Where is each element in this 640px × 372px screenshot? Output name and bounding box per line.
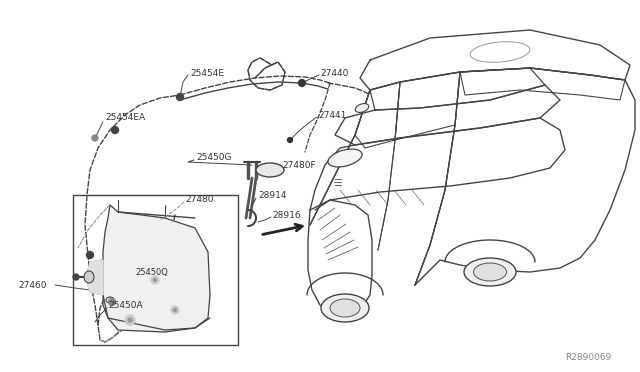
Circle shape xyxy=(154,279,157,282)
Circle shape xyxy=(92,135,98,141)
Text: 27480F: 27480F xyxy=(282,160,316,170)
Ellipse shape xyxy=(474,263,506,281)
Text: 25450Q: 25450Q xyxy=(135,267,168,276)
Ellipse shape xyxy=(84,271,94,283)
Text: 27440: 27440 xyxy=(320,68,348,77)
Circle shape xyxy=(173,308,177,311)
Text: ☰: ☰ xyxy=(333,178,342,188)
Text: 27441: 27441 xyxy=(318,110,346,119)
Text: 25454E: 25454E xyxy=(190,68,224,77)
Circle shape xyxy=(109,298,115,305)
Polygon shape xyxy=(103,205,210,332)
Circle shape xyxy=(171,306,179,314)
Text: 28914: 28914 xyxy=(258,192,287,201)
Circle shape xyxy=(86,251,93,259)
Ellipse shape xyxy=(256,163,284,177)
Text: 25450A: 25450A xyxy=(108,301,143,310)
Text: 25450G: 25450G xyxy=(196,154,232,163)
Circle shape xyxy=(125,315,135,325)
Ellipse shape xyxy=(321,294,369,322)
Ellipse shape xyxy=(330,299,360,317)
Ellipse shape xyxy=(106,297,114,303)
Ellipse shape xyxy=(464,258,516,286)
Bar xyxy=(73,195,238,345)
Text: 27460: 27460 xyxy=(18,280,47,289)
Circle shape xyxy=(111,126,118,134)
Ellipse shape xyxy=(328,149,362,167)
Circle shape xyxy=(128,318,132,322)
Polygon shape xyxy=(88,260,103,295)
Circle shape xyxy=(287,138,292,142)
Circle shape xyxy=(300,80,305,86)
Text: 25454EA: 25454EA xyxy=(105,113,145,122)
Text: 27480: 27480 xyxy=(185,196,214,205)
Ellipse shape xyxy=(355,103,369,112)
Circle shape xyxy=(73,274,79,280)
Text: R2890069: R2890069 xyxy=(565,353,611,362)
Circle shape xyxy=(151,276,159,284)
Circle shape xyxy=(298,80,305,87)
Circle shape xyxy=(177,93,184,100)
Text: 28916: 28916 xyxy=(272,211,301,219)
